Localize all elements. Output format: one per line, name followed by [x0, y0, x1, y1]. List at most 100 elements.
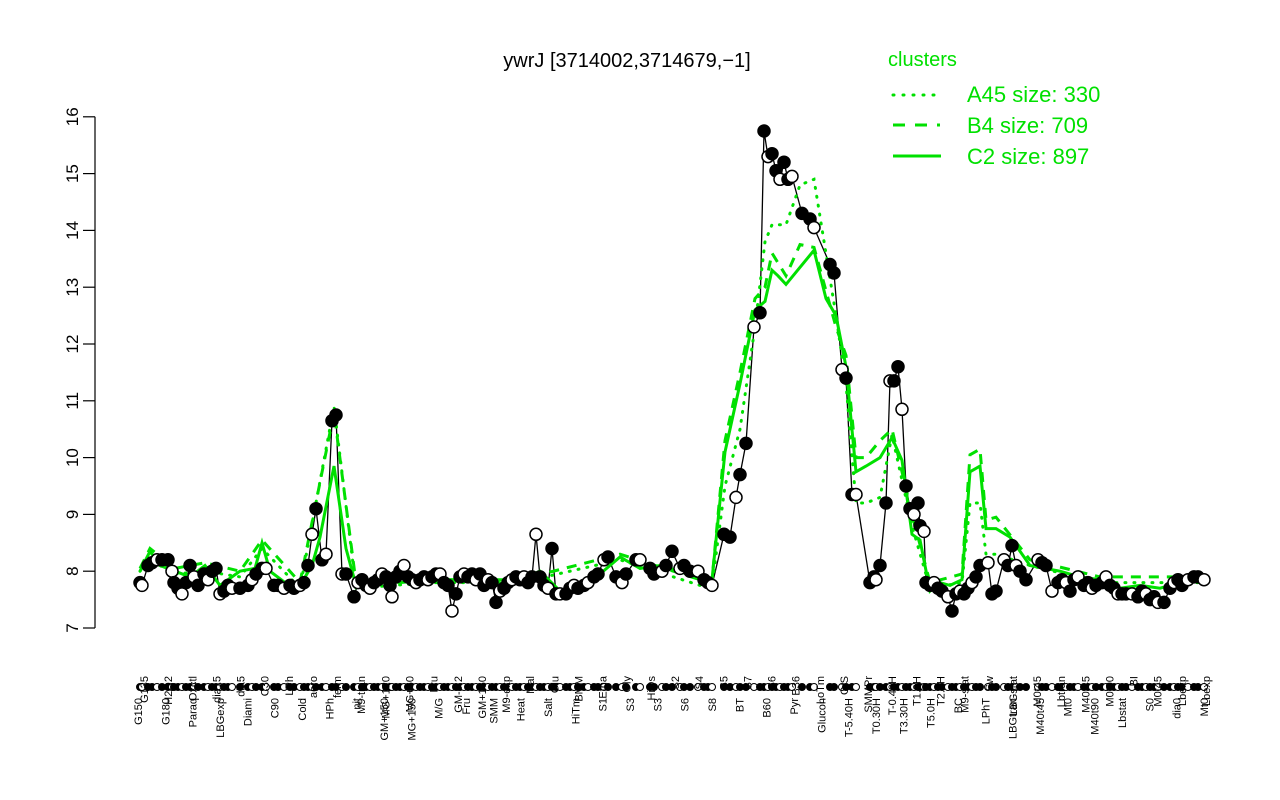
data-point	[305, 527, 319, 542]
data-point	[619, 567, 633, 581]
data-point	[339, 567, 353, 581]
rug-point	[830, 683, 838, 691]
data-point	[729, 490, 743, 505]
x-tick-label: GM+150	[379, 698, 391, 741]
x-tick-label: BMM	[574, 676, 586, 702]
x-tick-label: G/S	[839, 676, 851, 695]
x-tick-label: Glucon	[816, 698, 828, 733]
data-point	[397, 558, 411, 573]
series-line	[139, 130, 1205, 612]
x-tick-label: T2.0H	[936, 676, 948, 706]
data-point	[161, 553, 175, 567]
data-point	[485, 575, 499, 590]
legend-title: clusters	[888, 49, 957, 71]
x-tick-label: M/G	[434, 698, 446, 719]
data-point	[891, 359, 905, 374]
data-point	[981, 555, 995, 570]
chart-title: ywrJ [3714002,3714679,−1]	[503, 50, 750, 72]
x-tick-label: BT	[734, 698, 746, 712]
data-point	[869, 572, 883, 587]
data-point	[135, 578, 149, 593]
rug-point	[742, 683, 750, 691]
x-tick-label: HiTm	[570, 698, 582, 724]
data-point	[1039, 558, 1053, 573]
data-point	[489, 595, 503, 610]
data-point	[665, 544, 679, 559]
x-tick-label: LBGexp	[215, 698, 227, 738]
data-point	[839, 371, 853, 385]
x-tick-label: T1.0H	[911, 676, 923, 706]
data-point	[807, 220, 821, 235]
x-tick-label: Etha	[598, 675, 610, 699]
x-tick-label: BI	[1129, 676, 1141, 686]
data-points	[133, 124, 1211, 618]
series-line	[138, 247, 1205, 594]
x-tick-label: G180	[160, 698, 172, 725]
rug-point	[810, 683, 818, 691]
rug-point	[686, 683, 694, 691]
x-tick-label: HiOs	[646, 676, 658, 701]
data-point	[969, 570, 983, 584]
data-point	[529, 527, 543, 542]
x-tick-label: Paraq	[188, 698, 200, 727]
x-tick-label: Cold	[297, 698, 309, 721]
x-tick-label: G150	[133, 698, 145, 725]
rug-point	[228, 683, 236, 691]
x-tick-label: dia5	[236, 676, 248, 697]
rug-point	[852, 683, 860, 691]
x-tick-label: M9-stat	[960, 676, 972, 713]
x-tick-label: Lbexp	[1201, 676, 1213, 706]
x-tick-label: BC	[953, 698, 965, 713]
x-tick-label: Glu	[549, 676, 561, 693]
x-tick-label: S4	[694, 676, 706, 689]
data-point	[183, 558, 197, 573]
x-tick-label: S2	[670, 676, 682, 689]
y-tick-label: 13	[63, 278, 82, 297]
y-tick-label: 7	[63, 623, 82, 632]
x-tick-label: Lbstat	[1117, 698, 1129, 728]
rug-point	[236, 683, 244, 691]
x-tick-label: M40t90	[1090, 698, 1102, 735]
x-tick-label: M0t90	[1105, 676, 1117, 707]
x-tick-label: SMM	[488, 698, 500, 724]
data-point	[319, 547, 333, 561]
y-tick-label: 9	[63, 510, 82, 519]
x-tick-label: Sw	[984, 676, 996, 691]
x-tick-label: S6	[680, 698, 692, 711]
x-tick-label: Lbtran	[1056, 676, 1068, 707]
rug-point	[788, 683, 796, 691]
y-tick-label: 15	[63, 164, 82, 183]
x-tick-label: T0.30H	[871, 698, 883, 734]
rug-point	[262, 683, 270, 691]
x-tick-label: S8	[707, 698, 719, 711]
data-point	[785, 169, 799, 184]
data-point	[545, 541, 559, 556]
x-tick-label: T-0.40H	[887, 676, 899, 715]
x-tick-label: Lbexp	[1177, 676, 1189, 706]
x-tick-label: S3	[652, 698, 664, 711]
x-tick-label: G135	[139, 676, 151, 703]
data-point	[1063, 584, 1077, 598]
rug-point	[1022, 683, 1030, 691]
x-tick-label: Oxctl	[187, 676, 199, 701]
data-point	[301, 558, 315, 573]
data-point	[297, 575, 311, 590]
rug-point	[668, 683, 676, 691]
legend: clusters A45 size: 330 B4 size: 709 C2 s…	[888, 49, 1100, 169]
y-tick-label: 11	[63, 392, 82, 410]
x-tick-label: T3.30H	[898, 698, 910, 734]
rug-point	[1200, 683, 1208, 691]
data-point	[441, 578, 455, 593]
rug-point	[342, 683, 350, 691]
data-point	[165, 564, 179, 578]
x-tick-label: dia15	[211, 676, 223, 703]
x-tick-label: M0t45	[1153, 676, 1165, 707]
data-point	[757, 124, 771, 138]
data-point	[899, 479, 913, 493]
series-line	[138, 177, 1206, 592]
data-point	[895, 402, 909, 417]
x-tick-label: Fru	[429, 676, 441, 693]
data-point	[827, 266, 841, 280]
data-point	[849, 487, 863, 502]
